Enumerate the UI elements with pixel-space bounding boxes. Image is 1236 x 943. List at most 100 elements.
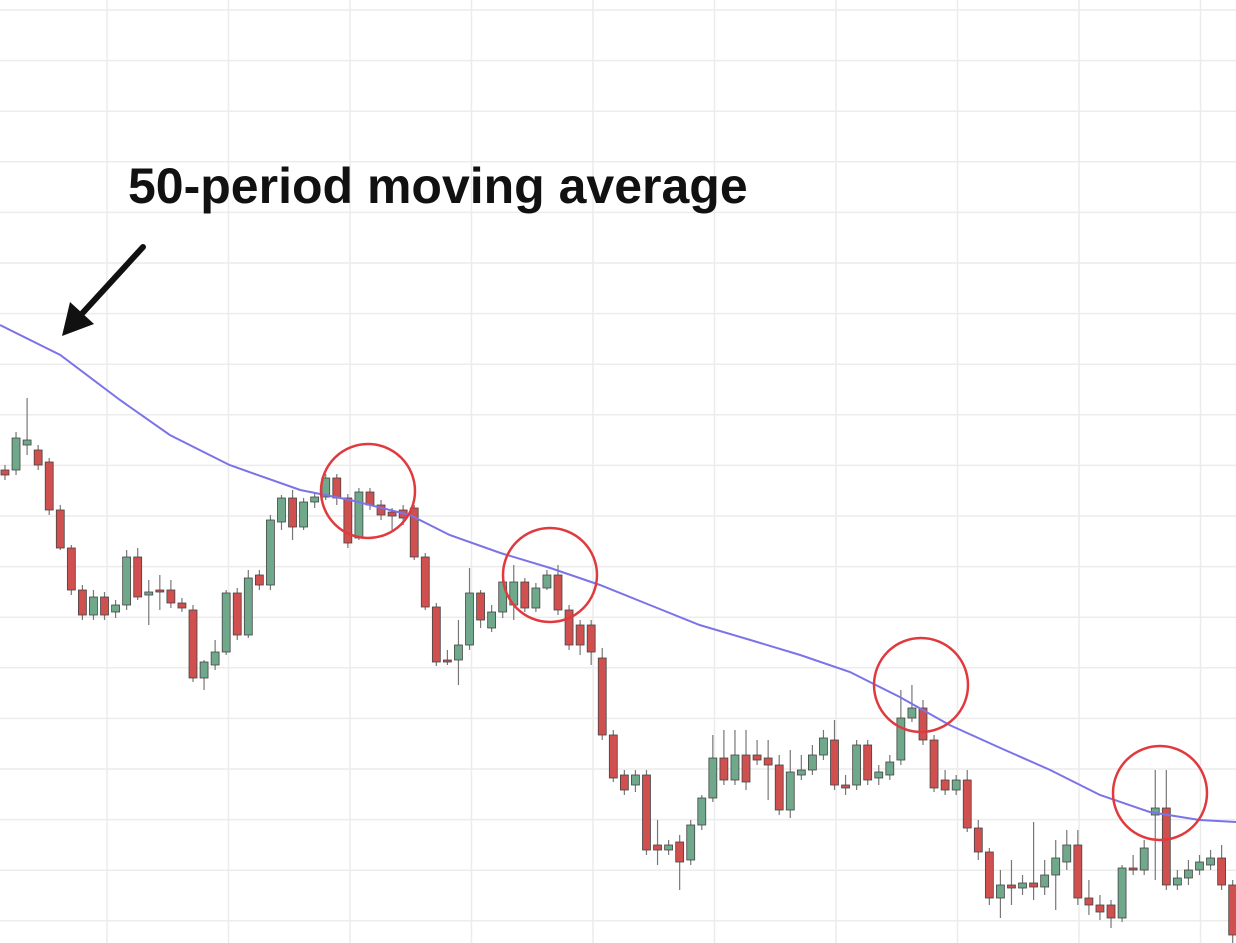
highlight-circle [1111, 744, 1209, 842]
candle-body [1161, 807, 1171, 886]
candle-body [830, 739, 839, 786]
candle-body [1195, 861, 1204, 871]
candle-body [1228, 884, 1236, 936]
candle-body [332, 477, 342, 499]
candle-body [619, 774, 629, 791]
candle-body [33, 449, 43, 466]
candle-body [310, 496, 320, 503]
candle-body [409, 507, 419, 558]
candle-body [907, 707, 917, 719]
candle-body [454, 644, 463, 661]
candle-body [675, 841, 685, 863]
candle-body [741, 754, 751, 783]
candle-body [719, 757, 729, 781]
candle-body [752, 754, 762, 761]
candle-body [420, 556, 430, 608]
candle-body [653, 844, 662, 851]
candle-body [288, 497, 297, 528]
candle-body [1062, 844, 1072, 863]
candle-body [608, 734, 618, 779]
candle-body [221, 592, 231, 653]
candle-body [89, 596, 98, 616]
arrow-head [62, 302, 94, 336]
candle-body [299, 501, 308, 528]
candle-body [100, 596, 109, 616]
candle-body [1106, 904, 1116, 919]
candle-body [896, 717, 906, 761]
candle-body [1051, 857, 1061, 876]
candle-body [642, 774, 651, 851]
candle-body [575, 624, 585, 646]
candle-body [1040, 874, 1050, 888]
candle-body [22, 439, 32, 446]
candle-body [476, 592, 485, 621]
candle-body [774, 764, 784, 811]
candle-body [277, 497, 286, 523]
candle-body [1095, 904, 1105, 913]
candle-body [586, 624, 596, 653]
candle-body [1029, 882, 1038, 888]
candle-body [1217, 857, 1227, 886]
arrow-shaft [75, 244, 146, 321]
candle-body [973, 827, 983, 853]
candle-body [376, 504, 386, 516]
candle-body [874, 771, 884, 779]
candle-body [133, 556, 143, 598]
candle-body [1073, 844, 1083, 899]
candle-body [487, 611, 497, 629]
candle-body [597, 657, 607, 736]
candle-body [199, 661, 209, 679]
candle-body [111, 604, 120, 613]
candle-body [343, 497, 353, 544]
candle-body [885, 761, 895, 776]
candle-body [520, 581, 530, 609]
candle-body [708, 757, 718, 799]
candle-body [808, 754, 817, 771]
candle-body [144, 591, 154, 596]
candle-body [155, 589, 165, 593]
candle-body [962, 779, 972, 829]
candle-body [763, 757, 773, 766]
candle-body [443, 659, 452, 663]
candle-body [11, 437, 21, 471]
candles [0, 324, 1236, 943]
candle-body [166, 589, 176, 604]
highlights [319, 442, 1209, 842]
candle-body [863, 744, 873, 781]
candle-body [55, 509, 65, 549]
candle-body [785, 771, 795, 811]
highlight-circle [319, 442, 417, 540]
candle-body [177, 602, 187, 609]
candle-body [232, 592, 242, 636]
candle-body [210, 651, 220, 666]
annotation: 50-period moving average [128, 158, 748, 214]
candle-body [730, 754, 740, 781]
highlight-circle [501, 526, 599, 624]
candle-body [1007, 884, 1016, 889]
candle-body [465, 592, 474, 646]
candle-body [796, 769, 806, 776]
candle-body [0, 469, 10, 476]
candle-body [254, 574, 264, 586]
arrow [62, 244, 146, 336]
candle-body [951, 779, 961, 791]
candle-body [664, 844, 673, 851]
candle-body [697, 797, 707, 826]
highlight-circle [872, 636, 970, 734]
candle-body [819, 737, 828, 756]
candle-body [44, 461, 54, 511]
candle-body [243, 577, 253, 636]
candle-body [553, 574, 563, 611]
candle-body [1117, 867, 1127, 919]
candle-body [1139, 847, 1149, 871]
candle-body [1206, 857, 1215, 866]
candle-body [940, 779, 950, 791]
candle-body [531, 587, 541, 609]
candle-body [1018, 882, 1027, 889]
candle-body [188, 609, 198, 679]
candle-body [631, 774, 640, 786]
candle-body [66, 547, 76, 591]
candle-body [929, 739, 939, 789]
